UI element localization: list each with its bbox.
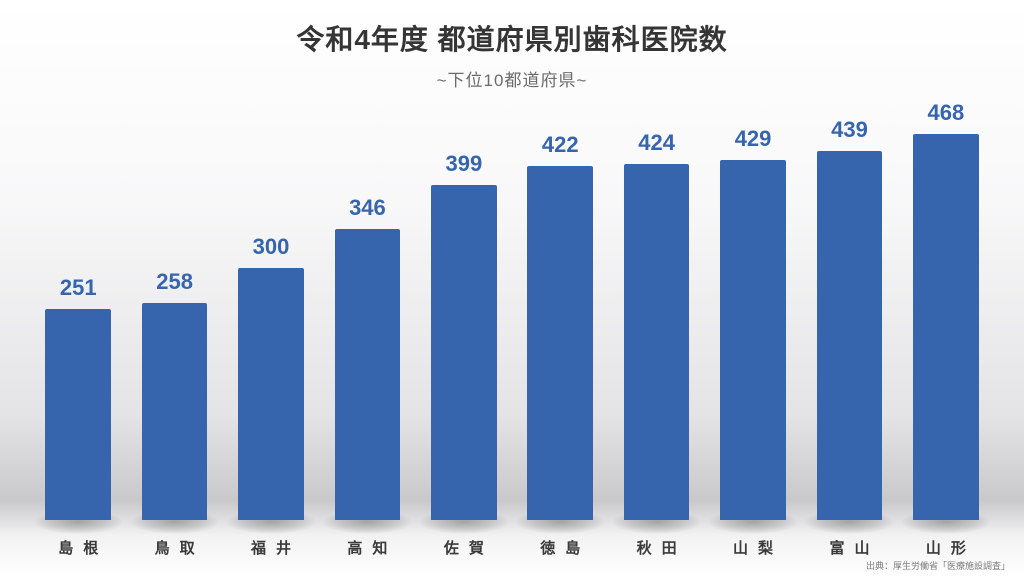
bar [335,229,401,520]
bar-value-label: 399 [445,151,482,177]
bar-slot: 468 [898,100,994,520]
bar-slot: 258 [126,100,222,520]
bar [238,268,304,520]
x-axis-label: 高知 [319,537,415,558]
x-axis-label: 山梨 [705,537,801,558]
bar-slot: 422 [512,100,608,520]
bar-value-label: 251 [60,275,97,301]
bar-slot: 346 [319,100,415,520]
bar-value-label: 422 [542,132,579,158]
bars-container: 251 258 300 346 399 422 424 429 439 468 [30,100,994,520]
bar-value-label: 300 [253,234,290,260]
bar-slot: 429 [705,100,801,520]
bar [817,151,883,520]
bar [624,164,690,520]
x-axis: 島根鳥取福井高知佐賀徳島秋田山梨富山山形 [30,537,994,558]
x-axis-label: 徳島 [512,537,608,558]
bar [913,134,979,520]
bar-value-label: 424 [638,130,675,156]
bar-slot: 399 [416,100,512,520]
bar [45,309,111,520]
x-axis-label: 山形 [898,537,994,558]
bar-value-label: 346 [349,195,386,221]
bar [142,303,208,520]
x-axis-label: 鳥取 [126,537,222,558]
bar-value-label: 258 [156,269,193,295]
bar-slot: 300 [223,100,319,520]
x-axis-label: 島根 [30,537,126,558]
bar [720,160,786,520]
bar-slot: 439 [801,100,897,520]
x-axis-label: 福井 [223,537,319,558]
bar-value-label: 429 [735,126,772,152]
bar-value-label: 468 [928,100,965,126]
x-axis-label: 富山 [801,537,897,558]
source-citation: 出典：厚生労働省「医療施設調査」 [866,559,1010,572]
bar [527,166,593,520]
x-axis-label: 佐賀 [416,537,512,558]
chart-title: 令和4年度 都道府県別歯科医院数 [0,0,1024,58]
bar-slot: 424 [608,100,704,520]
chart-plot-area: 251 258 300 346 399 422 424 429 439 468 [30,100,994,520]
x-axis-label: 秋田 [608,537,704,558]
chart-subtitle: ~下位10都道府県~ [0,66,1024,91]
bar-value-label: 439 [831,117,868,143]
bar [431,185,497,520]
bar-slot: 251 [30,100,126,520]
